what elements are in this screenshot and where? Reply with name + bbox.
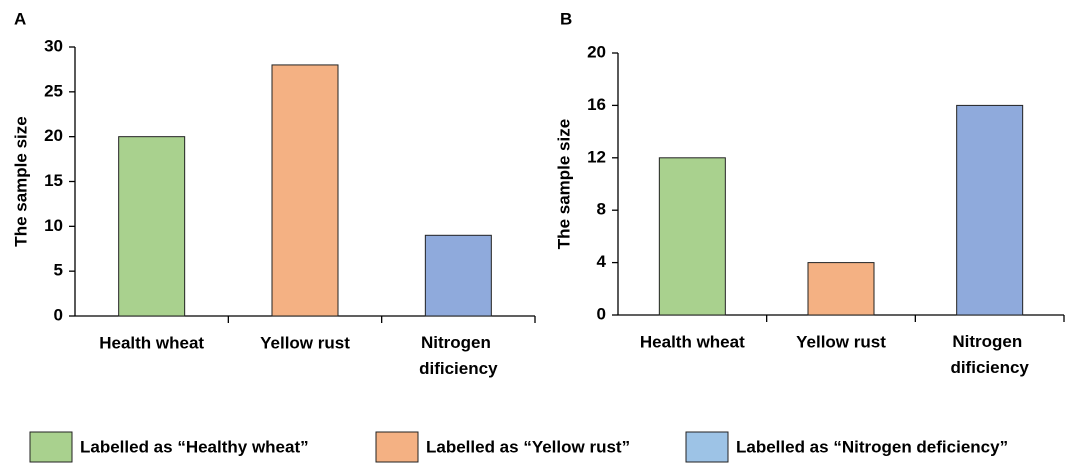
y-axis-label: The sample size <box>11 116 30 246</box>
y-tick-label: 15 <box>44 171 63 190</box>
y-axis-label: The sample size <box>554 119 573 249</box>
y-tick-label: 30 <box>44 36 63 55</box>
bar <box>271 64 339 317</box>
legend-label: Labelled as “Yellow rust” <box>426 437 630 456</box>
x-tick-label: Health wheat <box>640 332 745 351</box>
y-tick-label: 12 <box>587 147 606 166</box>
panel-label: B <box>560 9 572 28</box>
x-tick-label: Nitrogen dificiency <box>950 332 1029 377</box>
y-tick-label: 20 <box>587 42 606 61</box>
legend-label: Labelled as “Healthy wheat” <box>80 437 309 456</box>
bar <box>118 136 186 317</box>
x-tick-label: Yellow rust <box>260 333 350 352</box>
legend-swatch <box>685 431 729 463</box>
panel-label: A <box>14 9 26 28</box>
legend-label: Labelled as “Nitrogen deficiency” <box>736 437 1008 456</box>
bar <box>424 234 492 317</box>
x-tick-label: Health wheat <box>99 333 204 352</box>
legend-swatch <box>375 431 419 463</box>
y-tick-label: 16 <box>587 95 606 114</box>
x-tick-label: Yellow rust <box>796 332 886 351</box>
bar <box>658 157 726 316</box>
y-tick-label: 0 <box>54 305 63 324</box>
y-tick-label: 5 <box>54 261 63 280</box>
y-tick-label: 20 <box>44 126 63 145</box>
y-tick-label: 4 <box>597 252 607 271</box>
y-tick-label: 10 <box>44 216 63 235</box>
y-tick-label: 25 <box>44 81 63 100</box>
legend-swatch <box>29 431 73 463</box>
x-tick-label: Nitrogen dificiency <box>419 333 498 378</box>
y-tick-label: 8 <box>597 200 606 219</box>
bar <box>807 262 875 316</box>
bar <box>956 104 1024 316</box>
y-tick-label: 0 <box>597 304 606 323</box>
